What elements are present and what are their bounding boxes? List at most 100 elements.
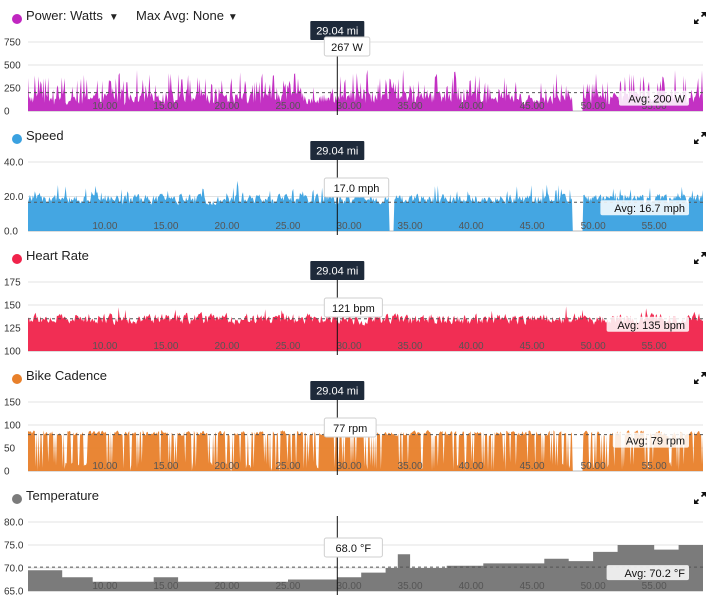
- bike-cadence-x-tick-label: 15.00: [153, 461, 178, 472]
- bike-cadence-x-tick-label: 35.00: [398, 461, 423, 472]
- heart-rate-avg-label: Avg: 135 bpm: [617, 320, 685, 332]
- temperature-panel: Temperature 80.0 75.0 70.0 65.0 10.00 15.00 20.…: [0, 483, 717, 603]
- heart-rate-series-area: [28, 306, 703, 351]
- heart-rate-x-tick-label: 25.00: [275, 341, 300, 352]
- bike-cadence-x-tick-label: 55.00: [642, 461, 667, 472]
- expand-icon[interactable]: [693, 491, 707, 505]
- temperature-chart[interactable]: 80.0 75.0 70.0 65.0 10.00 15.00 20.00 25.00 30.0…: [0, 483, 717, 603]
- speed-header: Speed: [0, 123, 717, 145]
- bike-cadence-cursor-distance-label: 29.04 mi: [316, 386, 358, 398]
- heart-rate-panel: Heart Rate 175 150 125 100 10.00 15.00 20.00 25.…: [0, 243, 717, 363]
- heart-rate-x-tick-label: 35.00: [398, 341, 423, 352]
- speed-cursor-distance-badge: 29.04 mi: [310, 141, 365, 160]
- bike-cadence-x-tick-label: 45.00: [520, 461, 545, 472]
- temperature-x-tick-label: 15.00: [153, 581, 178, 592]
- bike-cadence-cursor-distance-badge: 29.04 mi: [310, 381, 365, 400]
- power-watts-y-tick-label: 500: [4, 61, 21, 72]
- heart-rate-cursor-value-label: 121 bpm: [332, 303, 375, 315]
- power-watts-x-tick-label: 50.00: [581, 101, 606, 112]
- bike-cadence-x-tick-label: 10.00: [92, 461, 117, 472]
- bike-cadence-avg-badge: Avg: 79 rpm: [612, 432, 689, 448]
- speed-x-tick-label: 30.00: [337, 221, 362, 232]
- bike-cadence-x-tick-label: 20.00: [214, 461, 239, 472]
- max-avg-dropdown[interactable]: Max Avg: None ▼: [136, 8, 238, 23]
- power-watts-x-tick-label: 40.00: [459, 101, 484, 112]
- bike-cadence-legend-dot: [12, 374, 22, 384]
- heart-rate-x-tick-label: 55.00: [642, 341, 667, 352]
- speed-series-area: [28, 180, 703, 231]
- bike-cadence-y-tick-label: 100: [4, 421, 21, 432]
- speed-y-tick-label: 20.0: [4, 192, 24, 203]
- expand-icon[interactable]: [693, 251, 707, 265]
- temperature-y-tick-label: 80.0: [4, 518, 24, 529]
- power-watts-x-tick-label: 55.00: [642, 101, 667, 112]
- temperature-x-tick-label: 25.00: [275, 581, 300, 592]
- power-watts-series-area: [28, 69, 703, 111]
- heart-rate-avg-badge: Avg: 135 bpm: [606, 316, 689, 332]
- temperature-x-tick-label: 50.00: [581, 581, 606, 592]
- bike-cadence-cursor-value-tooltip: 77 rpm: [323, 417, 377, 438]
- power-watts-x-tick-label: 20.00: [214, 101, 239, 112]
- heart-rate-x-tick-label: 30.00: [337, 341, 362, 352]
- power-watts-cursor-distance-label: 29.04 mi: [316, 26, 358, 38]
- temperature-y-tick-label: 75.0: [4, 541, 24, 552]
- temperature-header: Temperature: [0, 483, 717, 505]
- speed-cursor-distance-label: 29.04 mi: [316, 146, 358, 158]
- speed-x-tick-label: 35.00: [398, 221, 423, 232]
- speed-x-tick-label: 45.00: [520, 221, 545, 232]
- heart-rate-chart[interactable]: 175 150 125 100 10.00 15.00 20.00 25.00 30.00 35.…: [0, 243, 717, 363]
- speed-x-tick-label: 20.00: [214, 221, 239, 232]
- bike-cadence-chart[interactable]: 150 100 50 0 10.00 15.00 20.00 25.00 30.00 35.00 4…: [0, 363, 717, 483]
- bike-cadence-x-tick-label: 25.00: [275, 461, 300, 472]
- max-avg-dropdown-label: Max Avg: None: [136, 8, 224, 23]
- bike-cadence-y-tick-label: 50: [4, 444, 16, 455]
- heart-rate-y-tick-label: 175: [4, 278, 21, 289]
- heart-rate-x-tick-label: 50.00: [581, 341, 606, 352]
- heart-rate-y-tick-label: 150: [4, 301, 21, 312]
- bike-cadence-y-tick-label: 150: [4, 398, 21, 409]
- temperature-x-tick-label: 10.00: [92, 581, 117, 592]
- power-watts-cursor-value-label: 267 W: [331, 42, 363, 54]
- bike-cadence-series-area: [28, 430, 703, 471]
- bike-cadence-x-tick-label: 50.00: [581, 461, 606, 472]
- heart-rate-series-label: Heart Rate: [26, 248, 89, 263]
- bike-cadence-x-tick-label: 40.00: [459, 461, 484, 472]
- caret-down-icon: ▼: [108, 12, 119, 23]
- expand-icon[interactable]: [693, 131, 707, 145]
- bike-cadence-cursor-value-label: 77 rpm: [333, 423, 367, 435]
- speed-y-tick-label: 0.0: [4, 227, 18, 238]
- speed-chart[interactable]: 40.0 20.0 0.0 10.00 15.00 20.00 25.00 30.00 35.0…: [0, 123, 717, 243]
- heart-rate-header: Heart Rate: [0, 243, 717, 265]
- speed-avg-badge: Avg: 16.7 mph: [600, 200, 689, 216]
- power-watts-header: Power: Watts ▼ Max Avg: None ▼: [0, 3, 717, 25]
- speed-avg-label: Avg: 16.7 mph: [614, 203, 685, 215]
- power-watts-chart[interactable]: 750 500 250 0 10.00 15.00 20.00 25.00 30.00 35.00…: [0, 3, 717, 123]
- temperature-x-tick-label: 20.00: [214, 581, 239, 592]
- expand-icon[interactable]: [693, 11, 707, 25]
- speed-x-tick-label: 10.00: [92, 221, 117, 232]
- heart-rate-x-tick-label: 20.00: [214, 341, 239, 352]
- bike-cadence-x-tick-label: 30.00: [337, 461, 362, 472]
- power-watts-x-tick-label: 25.00: [275, 101, 300, 112]
- power-watts-x-tick-label: 30.00: [337, 101, 362, 112]
- speed-x-tick-label: 55.00: [642, 221, 667, 232]
- speed-cursor-value-tooltip: 17.0 mph: [323, 177, 390, 198]
- power-watts-cursor-value-tooltip: 267 W: [323, 36, 371, 57]
- power-watts-series-select[interactable]: Power: Watts ▼: [26, 8, 119, 23]
- power-watts-avg-label: Avg: 200 W: [628, 94, 685, 106]
- bike-cadence-header: Bike Cadence: [0, 363, 717, 385]
- heart-rate-x-tick-label: 45.00: [520, 341, 545, 352]
- power-watts-y-tick-label: 250: [4, 84, 21, 95]
- power-watts-y-tick-label: 0: [4, 107, 10, 118]
- speed-x-tick-label: 15.00: [153, 221, 178, 232]
- speed-x-tick-label: 40.00: [459, 221, 484, 232]
- speed-panel: Speed 40.0 20.0 0.0 10.00 15.00 20.00 25.00 30.0…: [0, 123, 717, 243]
- power-watts-panel: Power: Watts ▼ Max Avg: None ▼ 750 500 250 0 10.…: [0, 3, 717, 123]
- speed-y-tick-label: 40.0: [4, 158, 24, 169]
- bike-cadence-avg-label: Avg: 79 rpm: [626, 436, 685, 448]
- heart-rate-y-tick-label: 125: [4, 324, 21, 335]
- power-watts-x-tick-label: 15.00: [153, 101, 178, 112]
- expand-icon[interactable]: [693, 371, 707, 385]
- power-watts-x-tick-label: 10.00: [92, 101, 117, 112]
